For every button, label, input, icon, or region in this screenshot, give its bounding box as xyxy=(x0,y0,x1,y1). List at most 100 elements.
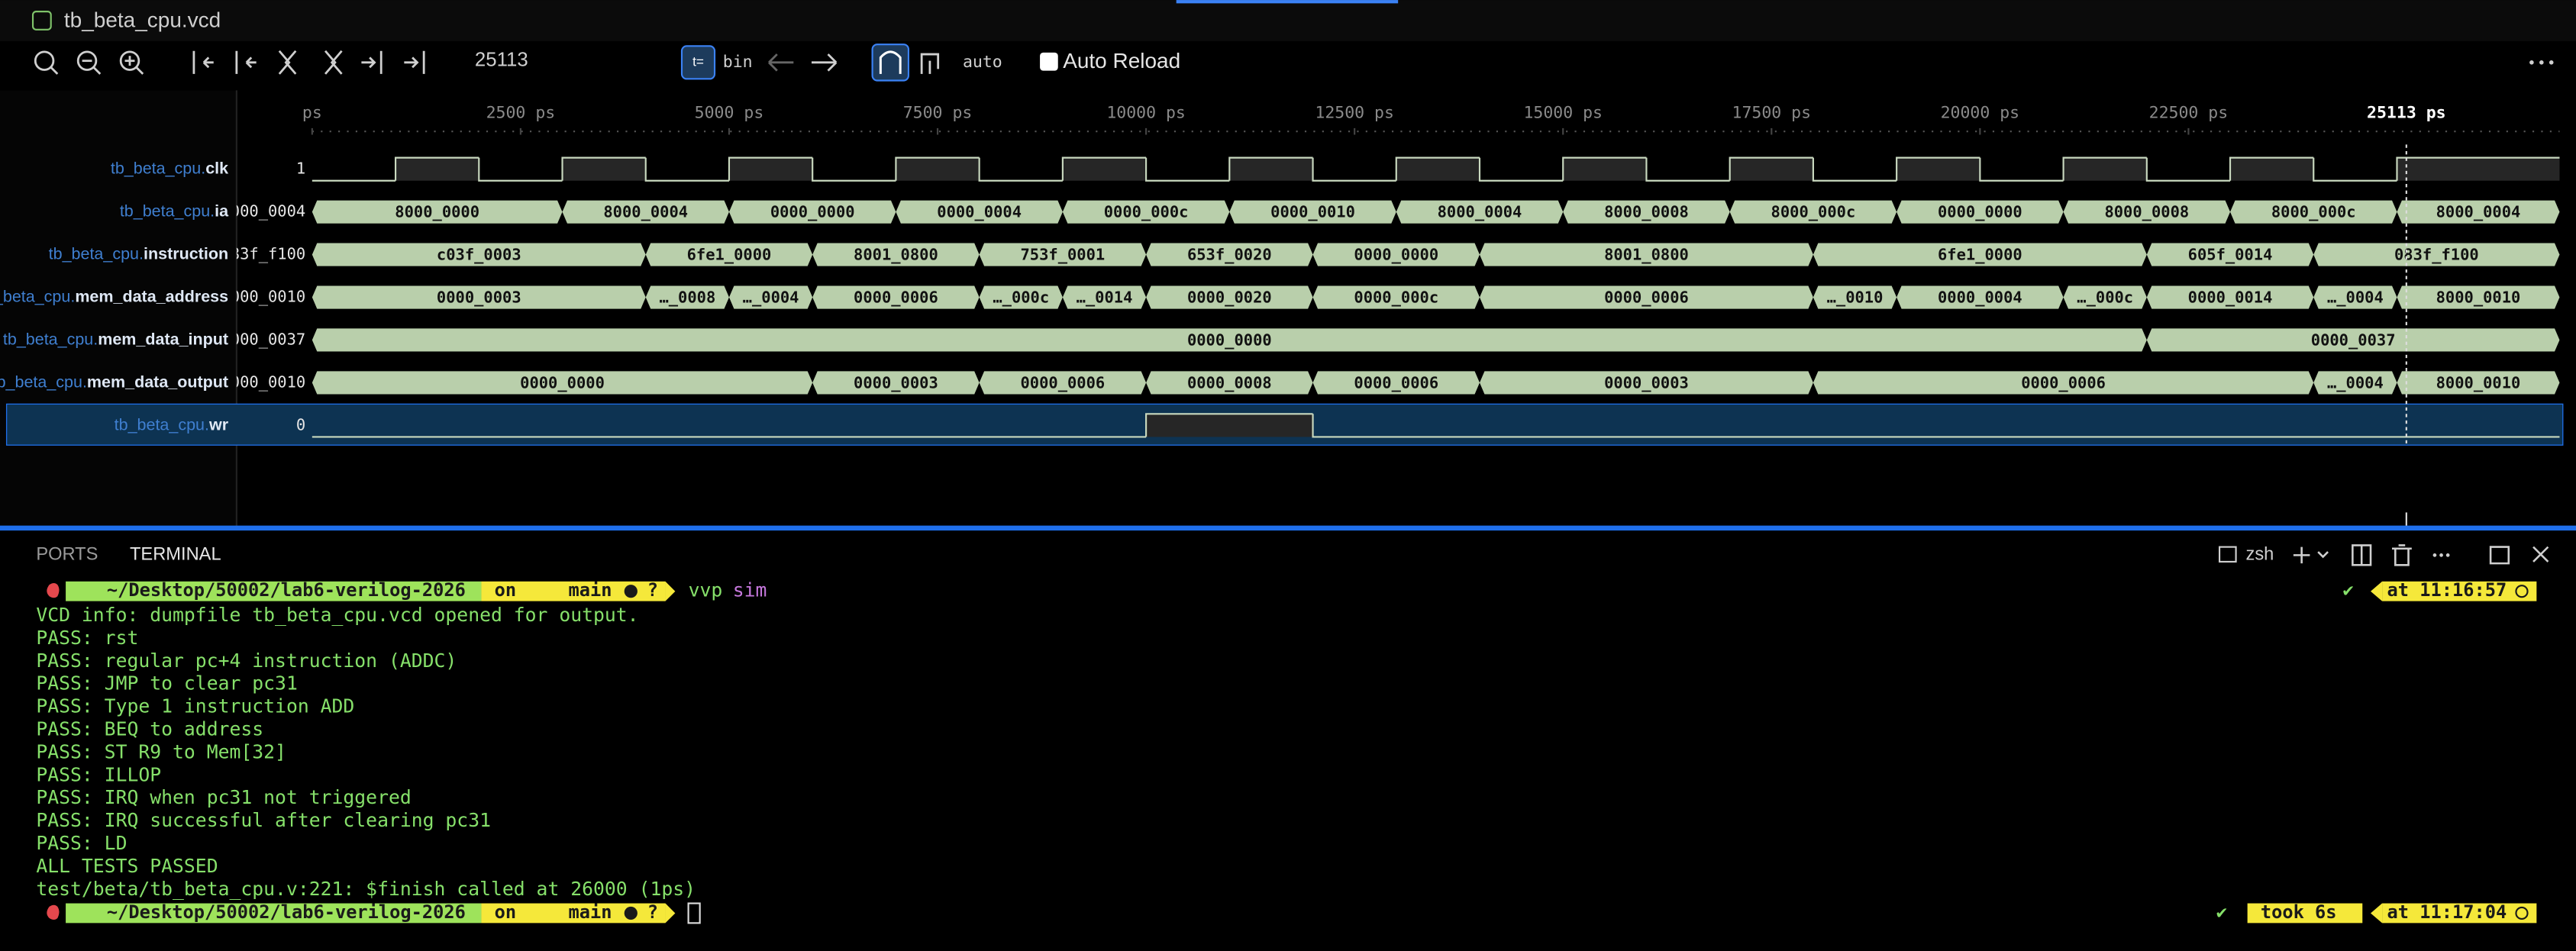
time-format-button[interactable] xyxy=(680,45,716,80)
cursor-time[interactable]: 25113 xyxy=(475,50,528,71)
auto-reload-label[interactable]: Auto Reload xyxy=(1063,49,1180,73)
high-fill xyxy=(1229,157,1313,181)
signal-prefix: tb_beta_cpu. xyxy=(3,330,98,348)
bus-segment xyxy=(896,200,1063,224)
bus-value: …_0014 xyxy=(1077,289,1133,307)
prompt-status: ? xyxy=(647,579,658,601)
bus-value: …_0004 xyxy=(2327,289,2384,307)
prompt-took: took 6s xyxy=(2261,901,2337,923)
bit-level xyxy=(1228,156,1313,181)
bus-value: 8000_0000 xyxy=(395,203,479,221)
bus-segment xyxy=(1146,243,1313,266)
bus-segment xyxy=(2146,243,2314,266)
bus-segment xyxy=(312,285,646,309)
bus-value: …_000c xyxy=(993,289,1049,307)
signal-value: 0 xyxy=(296,415,305,434)
bus-value: 8000_0004 xyxy=(603,203,688,221)
bit-level xyxy=(2145,157,2231,182)
bit-level xyxy=(1395,156,1480,181)
bus-segment xyxy=(979,243,1147,266)
bus-value: 8000_000c xyxy=(1771,203,1856,221)
high-fill xyxy=(2397,157,2560,181)
ports-tab[interactable]: PORTS xyxy=(36,545,98,565)
signal-leaf: mem_data_address xyxy=(75,287,228,305)
bus-segment xyxy=(2397,285,2560,309)
bus-value: 0000_0037 xyxy=(2311,331,2396,350)
high-fill xyxy=(1396,157,1480,181)
shell-icon xyxy=(2218,546,2237,563)
bus-segment xyxy=(1480,243,1813,266)
bus-value: 0000_0006 xyxy=(1354,374,1438,392)
output-line: PASS: JMP to clear pc31 xyxy=(36,672,298,695)
bus-value: 0000_0006 xyxy=(1604,289,1689,307)
format-label[interactable]: bin xyxy=(723,53,753,72)
bit-level xyxy=(1896,156,1980,181)
navigation-buttons[interactable] xyxy=(192,50,425,75)
terminal-more[interactable] xyxy=(2432,553,2450,557)
signal-name: tb_beta_cpu.mem_data_input xyxy=(3,330,228,348)
bus-segment xyxy=(1896,200,2064,224)
bus-value: 8001_0800 xyxy=(1604,246,1689,264)
bus-value: 0000_0000 xyxy=(1354,246,1438,264)
tick-label: 22500 ps xyxy=(2149,104,2229,123)
signal-names: tb_beta_cpu.clktb_beta_cpu.iatb_beta_cpu… xyxy=(0,159,229,434)
signal-prefix: tb_beta_cpu. xyxy=(0,287,75,305)
bus-value: 0000_0006 xyxy=(2021,374,2106,392)
bus-segment xyxy=(2313,285,2397,309)
more-button[interactable] xyxy=(2529,60,2554,65)
time-format-icon: t= xyxy=(692,53,704,69)
apple-icon xyxy=(47,904,60,920)
path-segment xyxy=(66,581,482,601)
step-icon[interactable] xyxy=(920,53,940,74)
terminal-tab[interactable]: TERMINAL xyxy=(130,545,221,565)
bus-value: 8000_0010 xyxy=(2436,374,2521,392)
signal-value: 000_0010 xyxy=(231,288,305,306)
bit-level xyxy=(1312,414,2560,438)
success-check: ✔ xyxy=(2216,901,2227,923)
bit-level xyxy=(895,156,980,181)
signal-leaf: ia xyxy=(215,201,229,220)
signal-name: tb_beta_cpu.mem_data_address xyxy=(0,287,228,305)
arrow-buttons[interactable] xyxy=(768,53,838,72)
bus-value: 0000_0000 xyxy=(770,203,855,221)
panel-separator xyxy=(0,525,2576,531)
tick-label: 15000 ps xyxy=(1523,104,1603,123)
auto-reload-checkbox[interactable] xyxy=(1040,52,1058,71)
edge-mode-button[interactable] xyxy=(871,44,910,82)
tick-label: ps xyxy=(302,104,322,123)
bus-value: 0000_000c xyxy=(1354,289,1438,307)
mode-label[interactable]: auto xyxy=(963,53,1002,72)
time-segment xyxy=(2382,903,2537,924)
bus-segment xyxy=(812,285,980,309)
signal-value: 000_0037 xyxy=(231,330,305,348)
signal-leaf: clk xyxy=(205,159,228,177)
signal-value: 000_0004 xyxy=(231,202,305,221)
signal-prefix: tb_beta_cpu. xyxy=(111,159,205,177)
bus-segment xyxy=(812,243,980,266)
bus-value: 0000_0004 xyxy=(1938,289,2022,307)
high-fill xyxy=(1062,157,1147,181)
bus-value: 605f_0014 xyxy=(2188,246,2273,264)
bus-value: 6fe1_0000 xyxy=(1938,246,2022,264)
shell-name[interactable]: zsh xyxy=(2245,545,2274,565)
zoom-buttons[interactable] xyxy=(34,50,144,75)
bus-segment xyxy=(1563,200,1730,224)
bus-segment xyxy=(1896,285,2064,309)
bus-segment xyxy=(645,285,729,309)
bus-segment xyxy=(728,285,813,309)
output-line: VCD info: dumpfile tb_beta_cpu.vcd opene… xyxy=(36,604,638,626)
time-arrow xyxy=(2371,903,2383,924)
tab-title[interactable]: tb_beta_cpu.vcd xyxy=(64,8,221,31)
clock-icon xyxy=(2515,585,2529,598)
bus-value: …_000c xyxy=(2077,289,2133,307)
terminal-actions[interactable] xyxy=(2293,544,2549,566)
file-icon xyxy=(31,11,52,31)
bus-value: 0000_0003 xyxy=(1604,374,1689,392)
high-fill xyxy=(1563,157,1647,181)
prompt-time: at 11:17:04 xyxy=(2387,901,2507,923)
bus-segment xyxy=(645,243,813,266)
bus-value: 0000_0014 xyxy=(2188,289,2273,307)
bus-segment xyxy=(2063,285,2147,309)
edge-icon xyxy=(879,50,902,74)
